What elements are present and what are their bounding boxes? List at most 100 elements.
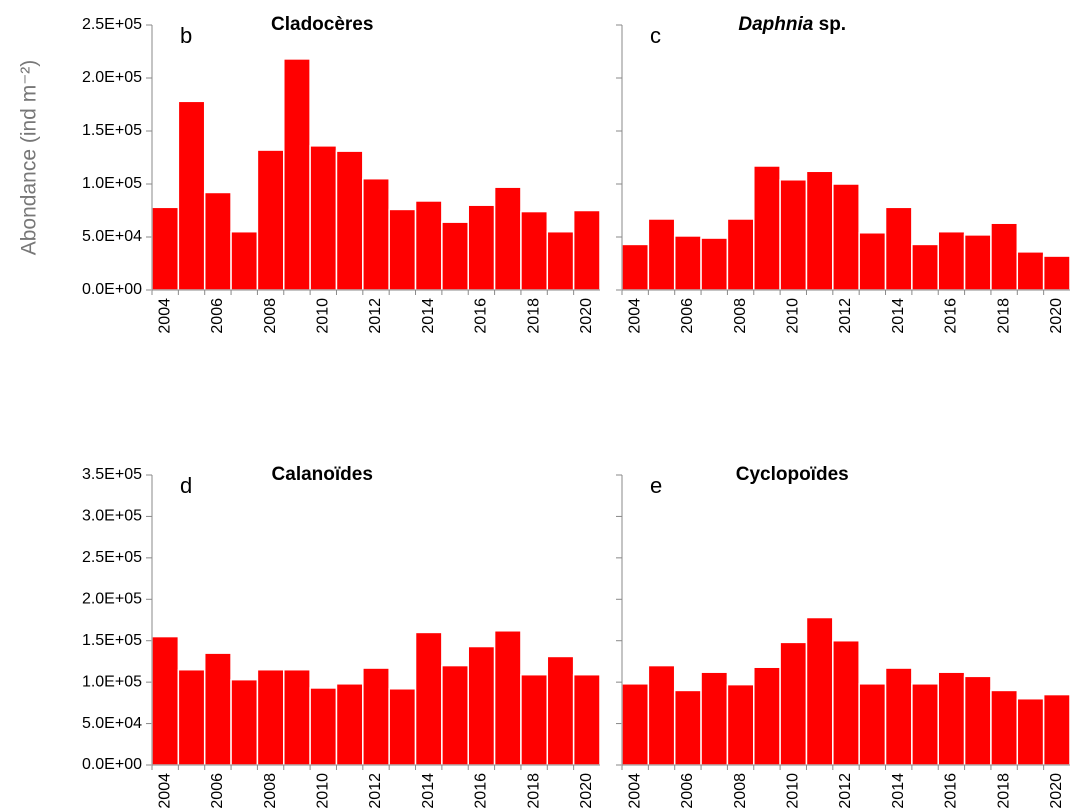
bar [283, 58, 311, 291]
bar [203, 191, 232, 291]
x-tick-label: 2016 [943, 773, 960, 809]
y-tick-label: 1.0E+05 [82, 175, 142, 192]
y-tick-label: 3.5E+05 [82, 466, 142, 483]
bar [256, 668, 285, 766]
x-tick-label: 2020 [1048, 298, 1065, 334]
x-tick-label: 2012 [367, 773, 384, 809]
bar [388, 688, 417, 766]
bar [388, 208, 417, 291]
bar [151, 635, 180, 766]
x-tick-label: 2014 [890, 773, 907, 809]
bar [309, 145, 338, 291]
bar [1016, 251, 1045, 291]
bar [621, 683, 650, 766]
x-tick-label: 2012 [837, 773, 854, 809]
y-tick-label: 3.0E+05 [82, 508, 142, 525]
chart-title: Calanoïdes [272, 464, 373, 485]
bar [572, 673, 601, 766]
chart-panel: 0.0E+00 5.0E+04 1.0E+05 1.5E+05 2.0E+05 2.5E+… [82, 464, 601, 809]
x-tick-label: 2004 [156, 773, 173, 809]
panel-label: d [180, 473, 192, 498]
x-tick-label: 2006 [679, 773, 696, 809]
x-tick-label: 2016 [943, 298, 960, 334]
bar [414, 631, 443, 766]
bar [963, 234, 992, 291]
title-italic: Daphnia [738, 14, 813, 35]
x-tick-label: 2008 [732, 773, 749, 809]
bar [937, 230, 966, 291]
x-tick-label: 2018 [525, 773, 542, 809]
y-tick-label: 2.0E+05 [82, 591, 142, 608]
x-tick-label: 2010 [315, 773, 332, 809]
bar [805, 170, 834, 291]
bar [362, 177, 390, 291]
bar [753, 666, 781, 766]
bar [805, 616, 834, 766]
y-tick-label: 0.0E+00 [82, 756, 142, 773]
bar [230, 230, 259, 291]
bar [230, 678, 259, 766]
bar [647, 664, 676, 766]
x-tick-label: 2020 [1048, 773, 1065, 809]
chart-title: Cladocères [271, 14, 373, 35]
x-tick-label: 2018 [995, 773, 1012, 809]
x-tick-label: 2006 [679, 298, 696, 334]
x-tick-label: 2004 [626, 773, 643, 809]
y-tick-label: 2.5E+05 [82, 16, 142, 33]
title-text: sp. [813, 14, 846, 35]
y-tick-label: 2.0E+05 [82, 69, 142, 86]
bar [362, 667, 390, 766]
chart-panel: 2004 2006 2008 2010 2012 2014 2016 2018 2020 c Dap… [616, 14, 1071, 334]
bar [673, 235, 702, 291]
x-tick-label: 2018 [995, 298, 1012, 334]
bar [911, 243, 939, 291]
x-tick-label: 2010 [785, 298, 802, 334]
chart-title: Cyclopoïdes [736, 464, 849, 485]
bar [151, 206, 180, 291]
bar [726, 218, 755, 291]
x-tick-label: 2008 [262, 298, 279, 334]
bar [1042, 255, 1071, 291]
bar [753, 165, 781, 291]
x-tick-label: 2010 [315, 298, 332, 334]
chart-panel: 0.0E+00 5.0E+04 1.0E+05 1.5E+05 2.0E+05 2.5E+… [18, 14, 601, 334]
bar [572, 209, 601, 291]
y-tick-label: 1.0E+05 [82, 673, 142, 690]
y-tick-label: 5.0E+04 [82, 228, 142, 245]
bar [990, 222, 1019, 291]
y-tick-label: 5.0E+04 [82, 715, 142, 732]
x-tick-label: 2010 [785, 773, 802, 809]
x-tick-label: 2006 [209, 773, 226, 809]
bar [546, 230, 575, 291]
bar [1042, 693, 1071, 766]
x-tick-label: 2008 [262, 773, 279, 809]
panel-label: c [650, 23, 661, 48]
x-tick-label: 2016 [473, 298, 490, 334]
bar [441, 664, 469, 766]
bar [726, 683, 755, 766]
bar [283, 668, 311, 766]
bar [493, 630, 522, 766]
bar [884, 667, 913, 766]
panel-label: b [180, 23, 192, 48]
bar [493, 186, 522, 291]
x-tick-label: 2006 [209, 298, 226, 334]
bar [335, 150, 364, 291]
x-tick-label: 2016 [473, 773, 490, 809]
bar [520, 210, 549, 291]
bar [647, 218, 676, 291]
y-axis-label: Abondance (ind m⁻²) [18, 60, 41, 256]
y-tick-label: 2.5E+05 [82, 549, 142, 566]
bar [963, 675, 992, 766]
y-tick-label: 1.5E+05 [82, 632, 142, 649]
bar [546, 655, 575, 766]
bar [177, 100, 206, 291]
bar [203, 652, 232, 766]
x-tick-label: 2012 [837, 298, 854, 334]
bar [700, 671, 729, 766]
x-tick-label: 2012 [367, 298, 384, 334]
x-tick-label: 2014 [420, 773, 437, 809]
x-tick-label: 2020 [578, 298, 595, 334]
bar [911, 683, 939, 766]
